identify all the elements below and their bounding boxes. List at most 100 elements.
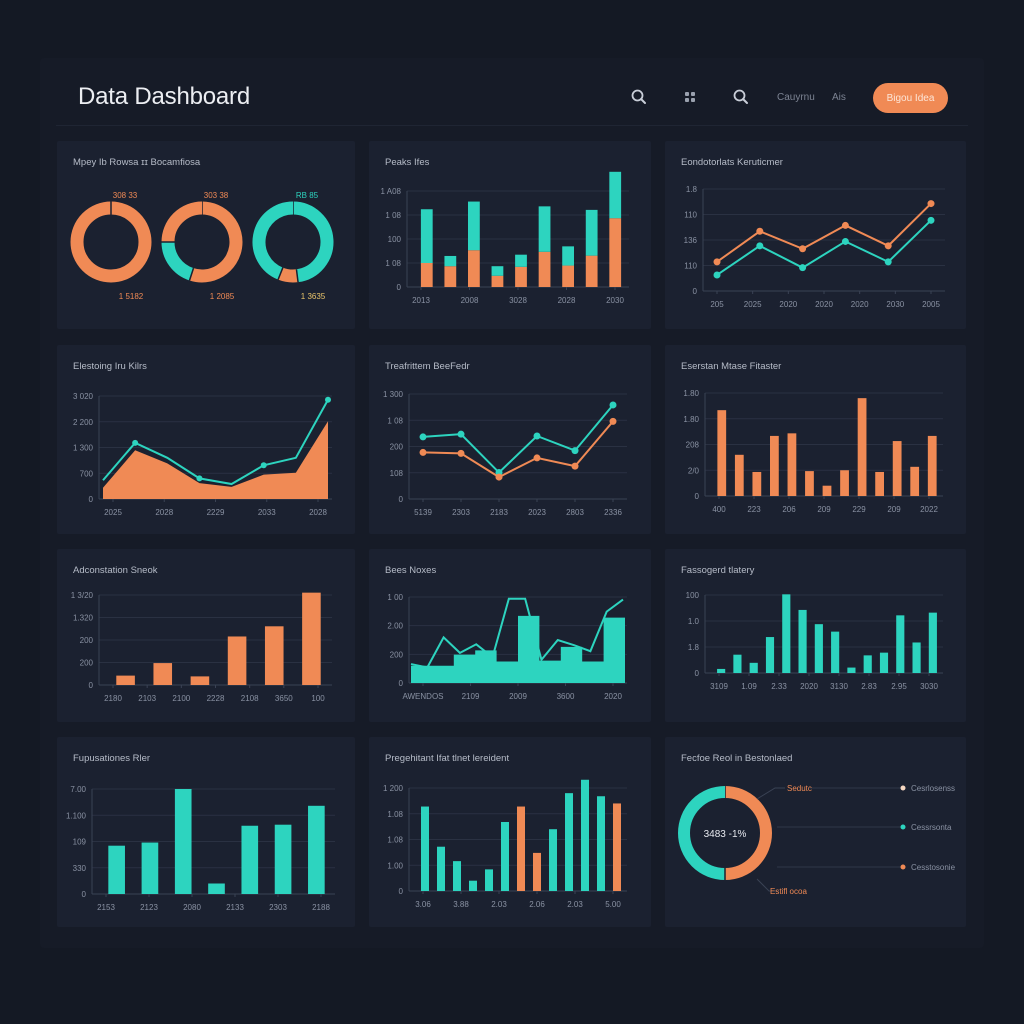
- bar: [264, 626, 284, 685]
- header-link-2[interactable]: Ais: [832, 92, 846, 103]
- bar: [153, 663, 173, 685]
- x-tick-label: 2022: [920, 505, 938, 514]
- bar: [190, 676, 210, 685]
- callout-line: [756, 787, 785, 800]
- bar: [892, 441, 902, 496]
- bar: [798, 609, 807, 673]
- bar: [274, 824, 292, 894]
- y-tick-label: 1 00: [387, 593, 403, 602]
- chart-panel-5[interactable]: 0 108 200 1 08 1 300 5139 2303 2183 2023 2803 2336…: [369, 345, 651, 534]
- donut-slice: [189, 201, 243, 283]
- header-link-1[interactable]: Cauyrnu: [777, 92, 815, 103]
- donut-slice: [161, 241, 194, 281]
- donut-bottom-label: 1 5182: [119, 292, 144, 301]
- x-tick-label: 3130: [830, 682, 848, 691]
- chart-panel-1[interactable]: 308 33 1 5182 303 38 1 2085 RB 85 1 3635 Mpey …: [57, 141, 355, 329]
- y-tick-label: 0: [695, 669, 700, 678]
- y-tick-label: 0: [89, 681, 94, 690]
- chart-canvas: 3483 -1% Sedutc Estifl ocoa Cesrlosenss Cess…: [678, 784, 956, 896]
- x-tick-label: 3.88: [453, 900, 469, 909]
- legend-dot: [900, 785, 906, 791]
- slice-separator: [295, 269, 299, 283]
- data-point: [260, 462, 267, 469]
- bar: [770, 435, 779, 496]
- panel-title: Eondotorlats Keruticmer: [681, 157, 783, 168]
- y-tick-label: 0: [693, 287, 698, 296]
- y-tick-label: 1.8: [688, 643, 700, 652]
- chart-panel-10[interactable]: 0 330 109 1.100 7.00 2153 2123 2080 2133 2303 2188…: [57, 737, 355, 927]
- y-tick-label: 2 200: [73, 418, 94, 427]
- x-tick-label: 2020: [779, 300, 797, 309]
- x-tick-label: 205: [710, 300, 724, 309]
- bar: [875, 471, 884, 496]
- chart-panel-8[interactable]: 0 200 2.00 1 00 AWENDOS 2109 2009 3600 2020 Bees …: [369, 549, 651, 722]
- x-tick-label: 3.06: [415, 900, 431, 909]
- y-tick-label: 1.100: [66, 811, 87, 820]
- x-tick-label: 5139: [414, 508, 432, 517]
- y-tick-label: 700: [80, 469, 94, 478]
- x-tick-label: 2153: [97, 903, 115, 912]
- bar: [609, 171, 622, 219]
- bar: [928, 612, 937, 673]
- x-tick-label: 2033: [258, 508, 276, 517]
- bar: [491, 275, 504, 287]
- y-tick-label: 0: [399, 495, 404, 504]
- y-tick-label: 1 300: [73, 444, 94, 453]
- x-tick-label: 2023: [528, 508, 546, 517]
- x-tick-label: 209: [887, 505, 901, 514]
- bar: [927, 435, 937, 496]
- data-point: [495, 473, 503, 481]
- y-tick-label: 1.80: [683, 415, 699, 424]
- panel-title: Pregehitant Ifat tlnet lereident: [385, 753, 510, 764]
- line-series: [716, 202, 932, 263]
- x-tick-label: 2020: [800, 682, 818, 691]
- chart-panel-4[interactable]: 0 700 1 300 2 200 3 020 2025 2028 2229 2033 2028 E…: [57, 345, 355, 534]
- y-tick-label: 1.80: [683, 389, 699, 398]
- legend-label: Cessrsonta: [911, 823, 952, 832]
- chart-canvas: 0 110 136 110 1.8 205 2025 2020 2020 2020 2030 2005: [684, 185, 945, 309]
- slice-separator: [277, 267, 284, 280]
- chart-panel-9[interactable]: 0 1.8 1.0 100 3109 1.09 2.33 2020 3130 2.83 2.95 30…: [665, 549, 966, 722]
- bar: [581, 779, 589, 891]
- chart-canvas: 0 1.8 1.0 100 3109 1.09 2.33 2020 3130 2.83 2.95 30…: [686, 591, 943, 691]
- x-tick-label: 209: [817, 505, 831, 514]
- grid-icon[interactable]: [681, 88, 699, 106]
- bar: [734, 454, 744, 496]
- x-tick-label: 223: [747, 505, 761, 514]
- legend-dot: [900, 864, 906, 870]
- chart-panel-2[interactable]: 0 1 08 100 1 08 1 A08 2013 2008 3028 2028 2030 Pea…: [369, 141, 651, 329]
- primary-action-button[interactable]: Bigou Idea: [873, 83, 948, 113]
- panel-title: Fassogerd tlatery: [681, 565, 755, 576]
- bar: [857, 398, 867, 496]
- y-tick-label: 200: [80, 636, 94, 645]
- search-icon-2[interactable]: [732, 88, 750, 106]
- data-point: [713, 271, 721, 279]
- panel-title: Treafrittem BeeFedr: [385, 361, 470, 372]
- chart-panel-7[interactable]: 0 200 200 1.320 1 3/20 2180 2103 2100 2228 2108 36…: [57, 549, 355, 722]
- donut-slice: [70, 201, 152, 283]
- y-tick-label: 1 08: [385, 211, 401, 220]
- chart-panel-12[interactable]: 3483 -1% Sedutc Estifl ocoa Cesrlosenss Cess…: [665, 737, 966, 927]
- chart-panel-6[interactable]: 0 2/0 208 1.80 1.80 400 223 206 209 229 209 2022 Ese…: [665, 345, 966, 534]
- data-point: [457, 430, 465, 438]
- x-tick-label: 3109: [710, 682, 728, 691]
- x-tick-label: 2188: [312, 903, 330, 912]
- donut-slice: [278, 267, 299, 283]
- donut-top-label: 308 33: [113, 191, 138, 200]
- panel-title: Fupusationes Rler: [73, 753, 151, 764]
- chart-panel-3[interactable]: 0 110 136 110 1.8 205 2025 2020 2020 2020 2030 2005…: [665, 141, 966, 329]
- search-icon[interactable]: [630, 88, 648, 106]
- bar: [491, 266, 504, 276]
- y-tick-label: 330: [73, 864, 87, 873]
- bar: [501, 821, 509, 891]
- bar: [717, 410, 727, 496]
- bar: [174, 789, 192, 894]
- panel-title: Peaks Ifes: [385, 157, 430, 168]
- data-point: [799, 245, 807, 253]
- x-tick-label: 2180: [104, 694, 122, 703]
- donut-slice: [724, 786, 772, 880]
- bar: [733, 654, 742, 673]
- chart-panel-11[interactable]: 0 1.00 1.08 1.08 1 200 3.06 3.88 2.03 2.06 2.03 5.…: [369, 737, 651, 927]
- trend-line: [410, 597, 624, 669]
- chart-canvas: 0 1 08 100 1 08 1 A08 2013 2008 3028 2028 2030: [381, 171, 629, 305]
